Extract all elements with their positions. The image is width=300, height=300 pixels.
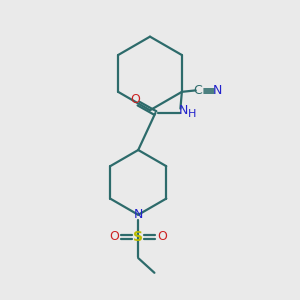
- Text: O: O: [109, 230, 119, 243]
- Text: O: O: [131, 93, 141, 106]
- Text: S: S: [133, 230, 143, 244]
- Text: N: N: [179, 104, 189, 117]
- Text: H: H: [188, 109, 196, 118]
- Text: N: N: [134, 208, 143, 221]
- Text: C: C: [193, 84, 202, 97]
- Text: N: N: [213, 84, 223, 97]
- Text: O: O: [158, 230, 167, 243]
